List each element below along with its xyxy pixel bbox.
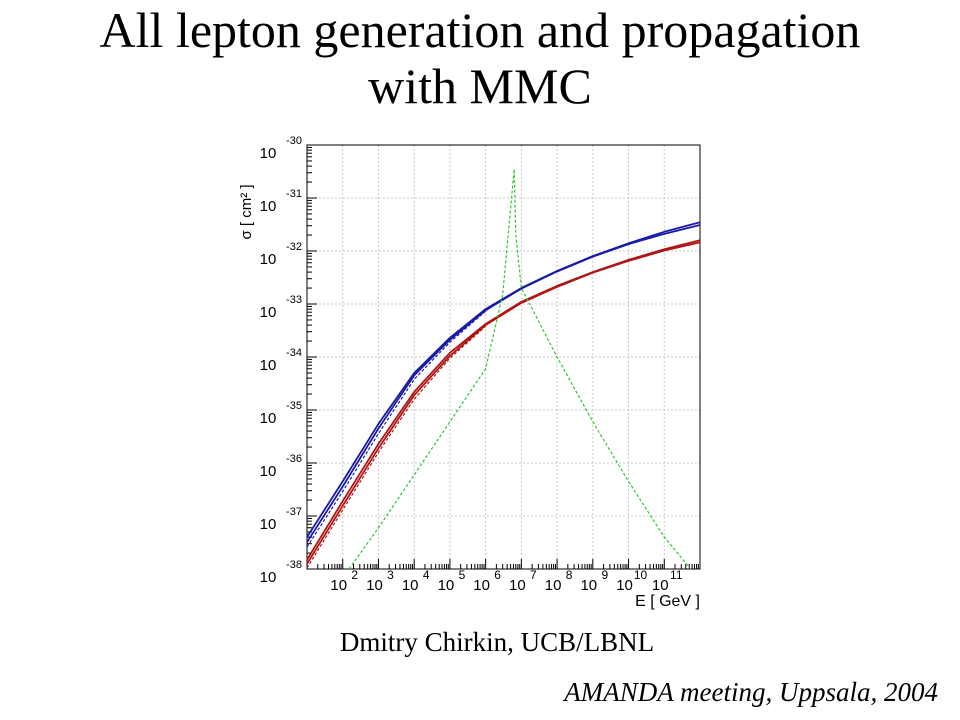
y-tick-exponent: -38 [286, 559, 302, 571]
x-axis-label: E [ GeV ] [635, 593, 700, 610]
author-credit: Dmitry Chirkin, UCB/LBNL [339, 627, 655, 657]
series-line-3 [306, 310, 486, 548]
y-tick-exponent: -34 [286, 347, 302, 359]
x-tick-base: 10 [509, 577, 526, 594]
y-tick-exponent: -30 [286, 135, 302, 147]
x-tick-label: 10 3 [366, 568, 394, 594]
x-tick-base: 10 [330, 577, 347, 594]
series-line-5 [306, 241, 701, 565]
x-tick-exponent: 7 [530, 568, 537, 582]
y-tick-label: 10 -36 [260, 453, 302, 480]
series-line-7 [348, 168, 692, 570]
y-axis-label: σ [ cm² ] [238, 184, 255, 239]
x-tick-exponent: 2 [351, 568, 358, 582]
chart-series [306, 168, 701, 570]
x-tick-base: 10 [545, 577, 562, 594]
y-tick-base: 10 [260, 410, 277, 427]
y-tick-label: 10 -33 [260, 294, 302, 321]
axis-ticks [306, 144, 701, 570]
x-tick-base: 10 [473, 577, 490, 594]
y-tick-base: 10 [260, 251, 277, 268]
chart-canvas [230, 128, 712, 610]
x-tick-exponent: 9 [601, 568, 608, 582]
y-tick-exponent: -35 [286, 400, 302, 412]
series-line-4 [306, 239, 701, 561]
series-line-6 [306, 325, 486, 569]
x-tick-exponent: 11 [670, 568, 683, 582]
x-tick-exponent: 6 [494, 568, 501, 582]
y-tick-exponent: -33 [286, 294, 302, 306]
y-tick-base: 10 [260, 463, 277, 480]
y-tick-exponent: -31 [286, 188, 302, 200]
series-line-2 [306, 224, 701, 543]
x-tick-base: 10 [652, 577, 669, 594]
meeting-info: AMANDA meeting, Uppsala, 2004 [564, 677, 938, 707]
y-tick-label: 10 -34 [260, 347, 302, 374]
slide-title-line-1: All lepton generation and propagation [99, 2, 861, 58]
y-tick-label: 10 -30 [260, 135, 302, 162]
x-tick-label: 10 5 [438, 568, 466, 594]
y-tick-base: 10 [260, 304, 277, 321]
x-tick-label: 10 4 [402, 568, 430, 594]
x-tick-exponent: 8 [566, 568, 573, 582]
x-tick-label: 10 2 [330, 568, 358, 594]
x-tick-label: 10 6 [473, 568, 501, 594]
y-tick-base: 10 [260, 145, 277, 162]
y-tick-label: 10 -35 [260, 400, 302, 427]
x-tick-label: 10 8 [545, 568, 573, 594]
x-tick-exponent: 3 [387, 568, 394, 582]
slide-title: All lepton generation and propagation wi… [0, 2, 960, 114]
x-tick-exponent: 5 [459, 568, 466, 582]
slide-title-line-2: with MMC [368, 58, 592, 114]
y-tick-label: 10 -32 [260, 241, 302, 268]
y-tick-exponent: -36 [286, 453, 302, 465]
x-tick-base: 10 [580, 577, 597, 594]
x-tick-base: 10 [616, 577, 633, 594]
cross-section-chart: 10 -30 10 -31 10 -32 10 -33 10 -34 10 -35 10 -36 10 -37… [230, 128, 712, 610]
y-tick-labels: 10 -30 10 -31 10 -32 10 -33 10 -34 10 -35 10 -36 10 -37… [260, 135, 302, 586]
y-tick-base: 10 [260, 198, 277, 215]
y-tick-exponent: -37 [286, 506, 302, 518]
y-tick-base: 10 [260, 516, 277, 533]
y-tick-exponent: -32 [286, 241, 302, 253]
x-tick-exponent: 10 [634, 568, 648, 582]
x-tick-label: 10 9 [580, 568, 608, 594]
y-tick-label: 10 -31 [260, 188, 302, 215]
y-tick-label: 10 -37 [260, 506, 302, 533]
x-tick-label: 10 7 [509, 568, 537, 594]
x-tick-exponent: 4 [423, 568, 430, 582]
x-tick-base: 10 [438, 577, 455, 594]
y-tick-base: 10 [260, 569, 277, 586]
y-tick-base: 10 [260, 357, 277, 374]
y-tick-label: 10 -38 [260, 559, 302, 586]
x-tick-base: 10 [402, 577, 419, 594]
x-tick-base: 10 [366, 577, 383, 594]
